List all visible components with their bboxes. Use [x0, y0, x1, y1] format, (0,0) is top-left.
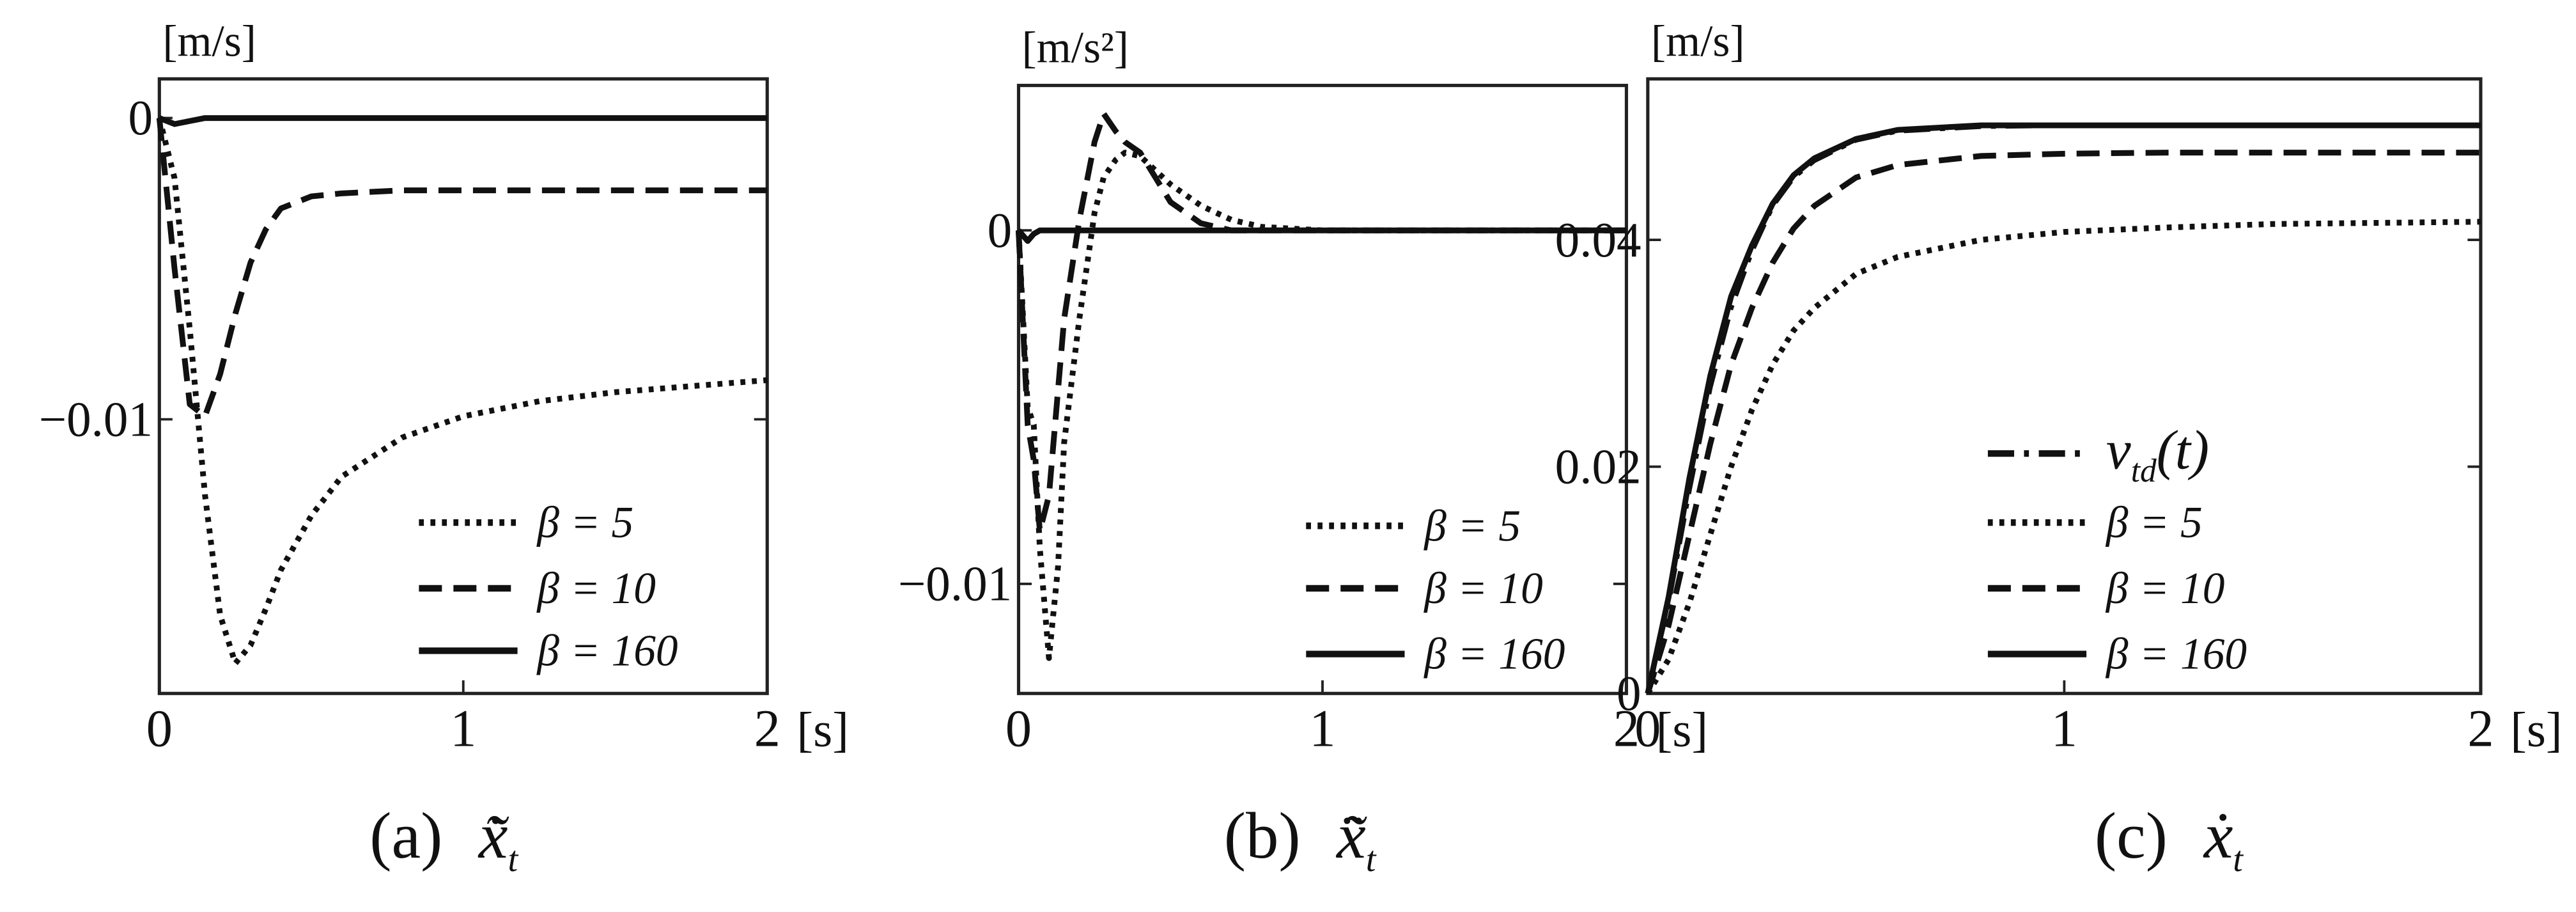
- series-line: [156, 118, 768, 420]
- caption: (a) x̃̇t: [369, 799, 518, 879]
- y-tick-label: 0: [128, 90, 153, 145]
- y-tick-label: 0: [1617, 666, 1641, 721]
- y-tick-label: 0.04: [1555, 212, 1641, 267]
- legend-label: vtd(t): [2106, 418, 2209, 489]
- legend-label: β = 5: [1423, 501, 1521, 551]
- x-tick-label: 1: [1309, 700, 1335, 758]
- caption-symbol: ẋ: [2203, 799, 2233, 872]
- x-tick-label: 0: [1634, 700, 1661, 758]
- x-tick-label: 2: [754, 700, 780, 758]
- legend-suffix: (t): [2157, 418, 2209, 480]
- x-tick-label: 1: [2051, 700, 2077, 758]
- y-unit: [m/s]: [162, 17, 256, 66]
- caption-symbol: x̃̇: [477, 799, 509, 872]
- series-line: [156, 117, 768, 666]
- plot-frame: [1016, 84, 1629, 695]
- legend-name: β = 160: [2105, 630, 2247, 679]
- legend-label: β = 160: [536, 627, 678, 676]
- y-tick-label: −0.01: [39, 391, 153, 446]
- legend-label: β = 10: [2105, 564, 2224, 613]
- legend-subscript: td: [2131, 453, 2157, 489]
- x-tick-label: 2: [2467, 700, 2494, 758]
- x-unit: [s]: [2510, 702, 2562, 757]
- caption-symbol: x̃̈: [1335, 799, 1367, 872]
- caption-subscript: t: [2233, 840, 2244, 879]
- series-line: [158, 115, 768, 127]
- caption-label: (a): [369, 799, 442, 872]
- series-line: [1645, 150, 2481, 695]
- y-unit: [m/s²]: [1022, 24, 1129, 73]
- legend-name: β = 160: [1423, 630, 1565, 679]
- x-tick-label: 1: [450, 700, 476, 758]
- legend-label: β = 10: [1423, 564, 1542, 613]
- legend-label: β = 5: [536, 498, 633, 547]
- legend-name: v: [2106, 418, 2131, 480]
- x-unit: [s]: [1656, 702, 1708, 757]
- series-line: [1645, 122, 2481, 695]
- series-line: [1016, 111, 1627, 534]
- series-line: [1645, 219, 2481, 695]
- caption-label: (c): [2095, 799, 2168, 872]
- legend-name: β = 5: [536, 498, 633, 547]
- x-unit: [s]: [797, 702, 849, 757]
- legend-name: β = 160: [536, 627, 678, 676]
- caption-subscript: t: [508, 840, 519, 879]
- legend-label: β = 5: [2105, 498, 2203, 547]
- series-line: [1016, 227, 1627, 244]
- caption: (c) ẋt: [2095, 799, 2244, 879]
- legend-name: β = 10: [1423, 564, 1542, 613]
- legend-label: β = 160: [1423, 630, 1565, 679]
- y-tick-label: −0.01: [898, 556, 1012, 611]
- series-line: [1016, 150, 1627, 661]
- caption-label: (b): [1224, 799, 1301, 872]
- x-tick-label: 0: [1005, 700, 1032, 758]
- legend-name: β = 10: [536, 564, 655, 613]
- y-tick-label: 0: [988, 203, 1013, 258]
- legend-label: β = 10: [536, 564, 655, 613]
- x-tick-label: 0: [146, 700, 173, 758]
- plot-frame: [157, 77, 769, 695]
- y-unit: [m/s]: [1651, 17, 1744, 66]
- legend-label: β = 160: [2105, 630, 2247, 679]
- legend-name: β = 5: [1423, 501, 1521, 551]
- legend-name: β = 10: [2105, 564, 2224, 613]
- series-line: [1645, 123, 2481, 695]
- caption: (b) x̃̈t: [1224, 799, 1377, 879]
- chart: [m/s²] 0 1 2 [s] −0.01 0 β = 5 β = 10 β = 160 (b) x…: [898, 24, 1708, 879]
- plot-frame: [1646, 77, 2483, 695]
- caption-subscript: t: [1366, 840, 1377, 879]
- legend-name: β = 5: [2105, 498, 2203, 547]
- y-tick-label: 0.02: [1555, 439, 1641, 494]
- x-tick-label: 2: [1613, 700, 1640, 758]
